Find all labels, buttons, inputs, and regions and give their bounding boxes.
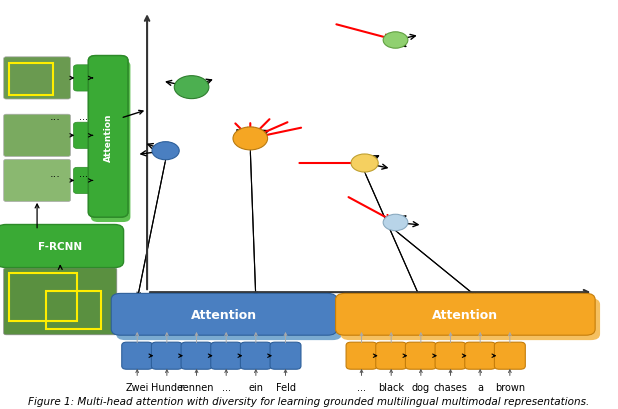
FancyBboxPatch shape: [346, 342, 377, 369]
Text: Attention: Attention: [191, 308, 257, 321]
Text: F-RCNN: F-RCNN: [38, 241, 82, 252]
Text: Attention: Attention: [104, 113, 112, 161]
FancyBboxPatch shape: [0, 225, 124, 268]
Text: ...: ...: [50, 112, 61, 121]
FancyBboxPatch shape: [465, 342, 496, 369]
FancyBboxPatch shape: [405, 342, 436, 369]
FancyBboxPatch shape: [435, 342, 466, 369]
FancyBboxPatch shape: [74, 168, 93, 194]
FancyBboxPatch shape: [116, 299, 342, 340]
Text: ...: ...: [222, 382, 231, 391]
Circle shape: [383, 33, 408, 49]
Circle shape: [174, 76, 209, 99]
Text: rennen: rennen: [179, 382, 214, 391]
FancyBboxPatch shape: [336, 294, 595, 335]
Text: Attention: Attention: [433, 308, 498, 321]
Text: ein: ein: [248, 382, 263, 391]
Text: ...: ...: [79, 112, 88, 121]
FancyBboxPatch shape: [74, 123, 93, 149]
FancyBboxPatch shape: [4, 160, 70, 202]
FancyBboxPatch shape: [376, 342, 407, 369]
Text: ...: ...: [357, 382, 366, 391]
FancyBboxPatch shape: [240, 342, 271, 369]
Text: Feld: Feld: [276, 382, 295, 391]
Text: Hunde: Hunde: [151, 382, 183, 391]
FancyBboxPatch shape: [4, 58, 70, 100]
FancyBboxPatch shape: [88, 56, 128, 218]
Circle shape: [383, 215, 408, 231]
Text: ...: ...: [79, 169, 88, 179]
Text: dog: dog: [412, 382, 430, 391]
Text: a: a: [477, 382, 483, 391]
FancyBboxPatch shape: [4, 268, 117, 335]
FancyBboxPatch shape: [111, 294, 337, 335]
Text: brown: brown: [495, 382, 525, 391]
Text: black: black: [378, 382, 404, 391]
Text: ...: ...: [50, 169, 61, 179]
Circle shape: [152, 142, 179, 160]
FancyBboxPatch shape: [88, 56, 128, 218]
FancyBboxPatch shape: [91, 61, 130, 222]
FancyBboxPatch shape: [122, 342, 153, 369]
Circle shape: [351, 155, 378, 173]
Text: chases: chases: [434, 382, 467, 391]
Circle shape: [233, 128, 268, 151]
FancyBboxPatch shape: [494, 342, 525, 369]
FancyBboxPatch shape: [4, 115, 70, 157]
FancyBboxPatch shape: [211, 342, 242, 369]
FancyBboxPatch shape: [74, 65, 93, 92]
Text: Figure 1: Multi-head attention with diversity for learning grounded multilingual: Figure 1: Multi-head attention with dive…: [28, 396, 590, 406]
FancyBboxPatch shape: [270, 342, 301, 369]
FancyBboxPatch shape: [151, 342, 182, 369]
FancyBboxPatch shape: [341, 299, 600, 340]
Text: Zwei: Zwei: [125, 382, 149, 391]
FancyBboxPatch shape: [181, 342, 212, 369]
